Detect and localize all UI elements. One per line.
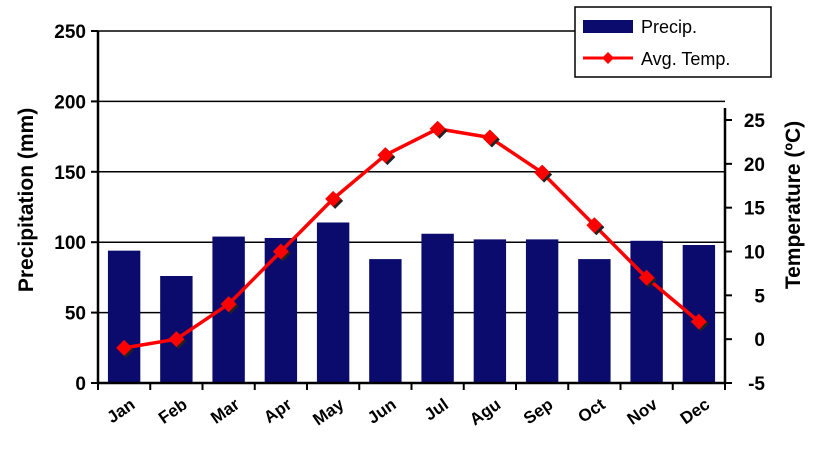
precip-bar bbox=[369, 259, 402, 383]
temperature-marker bbox=[638, 269, 655, 286]
x-tick-label: Jun bbox=[364, 395, 400, 428]
right-tick-label: 10 bbox=[744, 243, 765, 264]
x-tick-label: Mar bbox=[207, 394, 243, 427]
right-tick-label: 25 bbox=[744, 111, 766, 132]
temperature-marker bbox=[116, 339, 133, 356]
legend-precip-swatch bbox=[583, 20, 633, 33]
right-tick-label: 0 bbox=[754, 330, 765, 351]
temperature-marker bbox=[534, 164, 551, 181]
temperature-marker bbox=[220, 296, 237, 313]
legend-temp-label: Avg. Temp. bbox=[641, 49, 730, 69]
precip-bar bbox=[421, 233, 454, 383]
x-tick-label: May bbox=[309, 394, 347, 429]
right-tick-label: 20 bbox=[744, 155, 765, 176]
legend-box bbox=[574, 6, 772, 78]
left-tick-label: 200 bbox=[54, 92, 86, 113]
legend: Precip. Avg. Temp. bbox=[574, 6, 772, 78]
precip-bar bbox=[473, 239, 507, 383]
temperature-marker bbox=[481, 129, 498, 146]
x-tick-label: Apr bbox=[260, 394, 295, 427]
x-tick-label: Jan bbox=[104, 395, 139, 427]
legend-precip-label: Precip. bbox=[641, 17, 697, 37]
temperature-marker bbox=[690, 313, 707, 330]
temperature-marker bbox=[377, 147, 394, 164]
right-axis-title: Temperature (ºC) bbox=[782, 121, 805, 289]
temperature-marker bbox=[168, 331, 185, 348]
left-tick-label: 250 bbox=[54, 22, 86, 43]
x-tick-label: Sep bbox=[520, 395, 556, 428]
precip-bar bbox=[160, 275, 193, 383]
x-tick-label: Dec bbox=[677, 395, 713, 428]
x-tick-label: Nov bbox=[624, 394, 662, 428]
temperature-marker bbox=[429, 120, 446, 137]
left-tick-label: 150 bbox=[54, 163, 86, 184]
x-tick-label: Oct bbox=[575, 395, 609, 427]
precip-bar bbox=[264, 237, 298, 383]
precip-bar bbox=[525, 239, 559, 383]
temperature-marker bbox=[586, 217, 603, 234]
x-tick-label: Jul bbox=[421, 395, 452, 425]
x-tick-label: Agu bbox=[466, 395, 504, 430]
precip-bar bbox=[107, 250, 141, 383]
precip-bar bbox=[578, 259, 611, 383]
gridlines bbox=[98, 30, 725, 314]
x-tick-label: Feb bbox=[155, 395, 191, 428]
precip-bar bbox=[316, 222, 350, 383]
temperature-line bbox=[116, 120, 709, 358]
precipitation-bars bbox=[107, 222, 716, 383]
temperature-marker bbox=[325, 190, 342, 207]
temperature-series-line bbox=[123, 127, 700, 350]
left-tick-label: 100 bbox=[54, 233, 86, 254]
temperature-marker bbox=[272, 243, 289, 260]
axes bbox=[91, 30, 732, 390]
right-tick-label: 15 bbox=[744, 199, 766, 220]
legend-temp-marker bbox=[602, 52, 614, 64]
left-tick-label: 0 bbox=[75, 374, 86, 395]
right-tick-label: 5 bbox=[754, 286, 765, 307]
left-axis-title: Precipitation (mm) bbox=[15, 108, 38, 292]
precip-bar bbox=[630, 240, 663, 383]
right-tick-label: -5 bbox=[748, 374, 765, 395]
left-tick-label: 50 bbox=[65, 304, 86, 325]
